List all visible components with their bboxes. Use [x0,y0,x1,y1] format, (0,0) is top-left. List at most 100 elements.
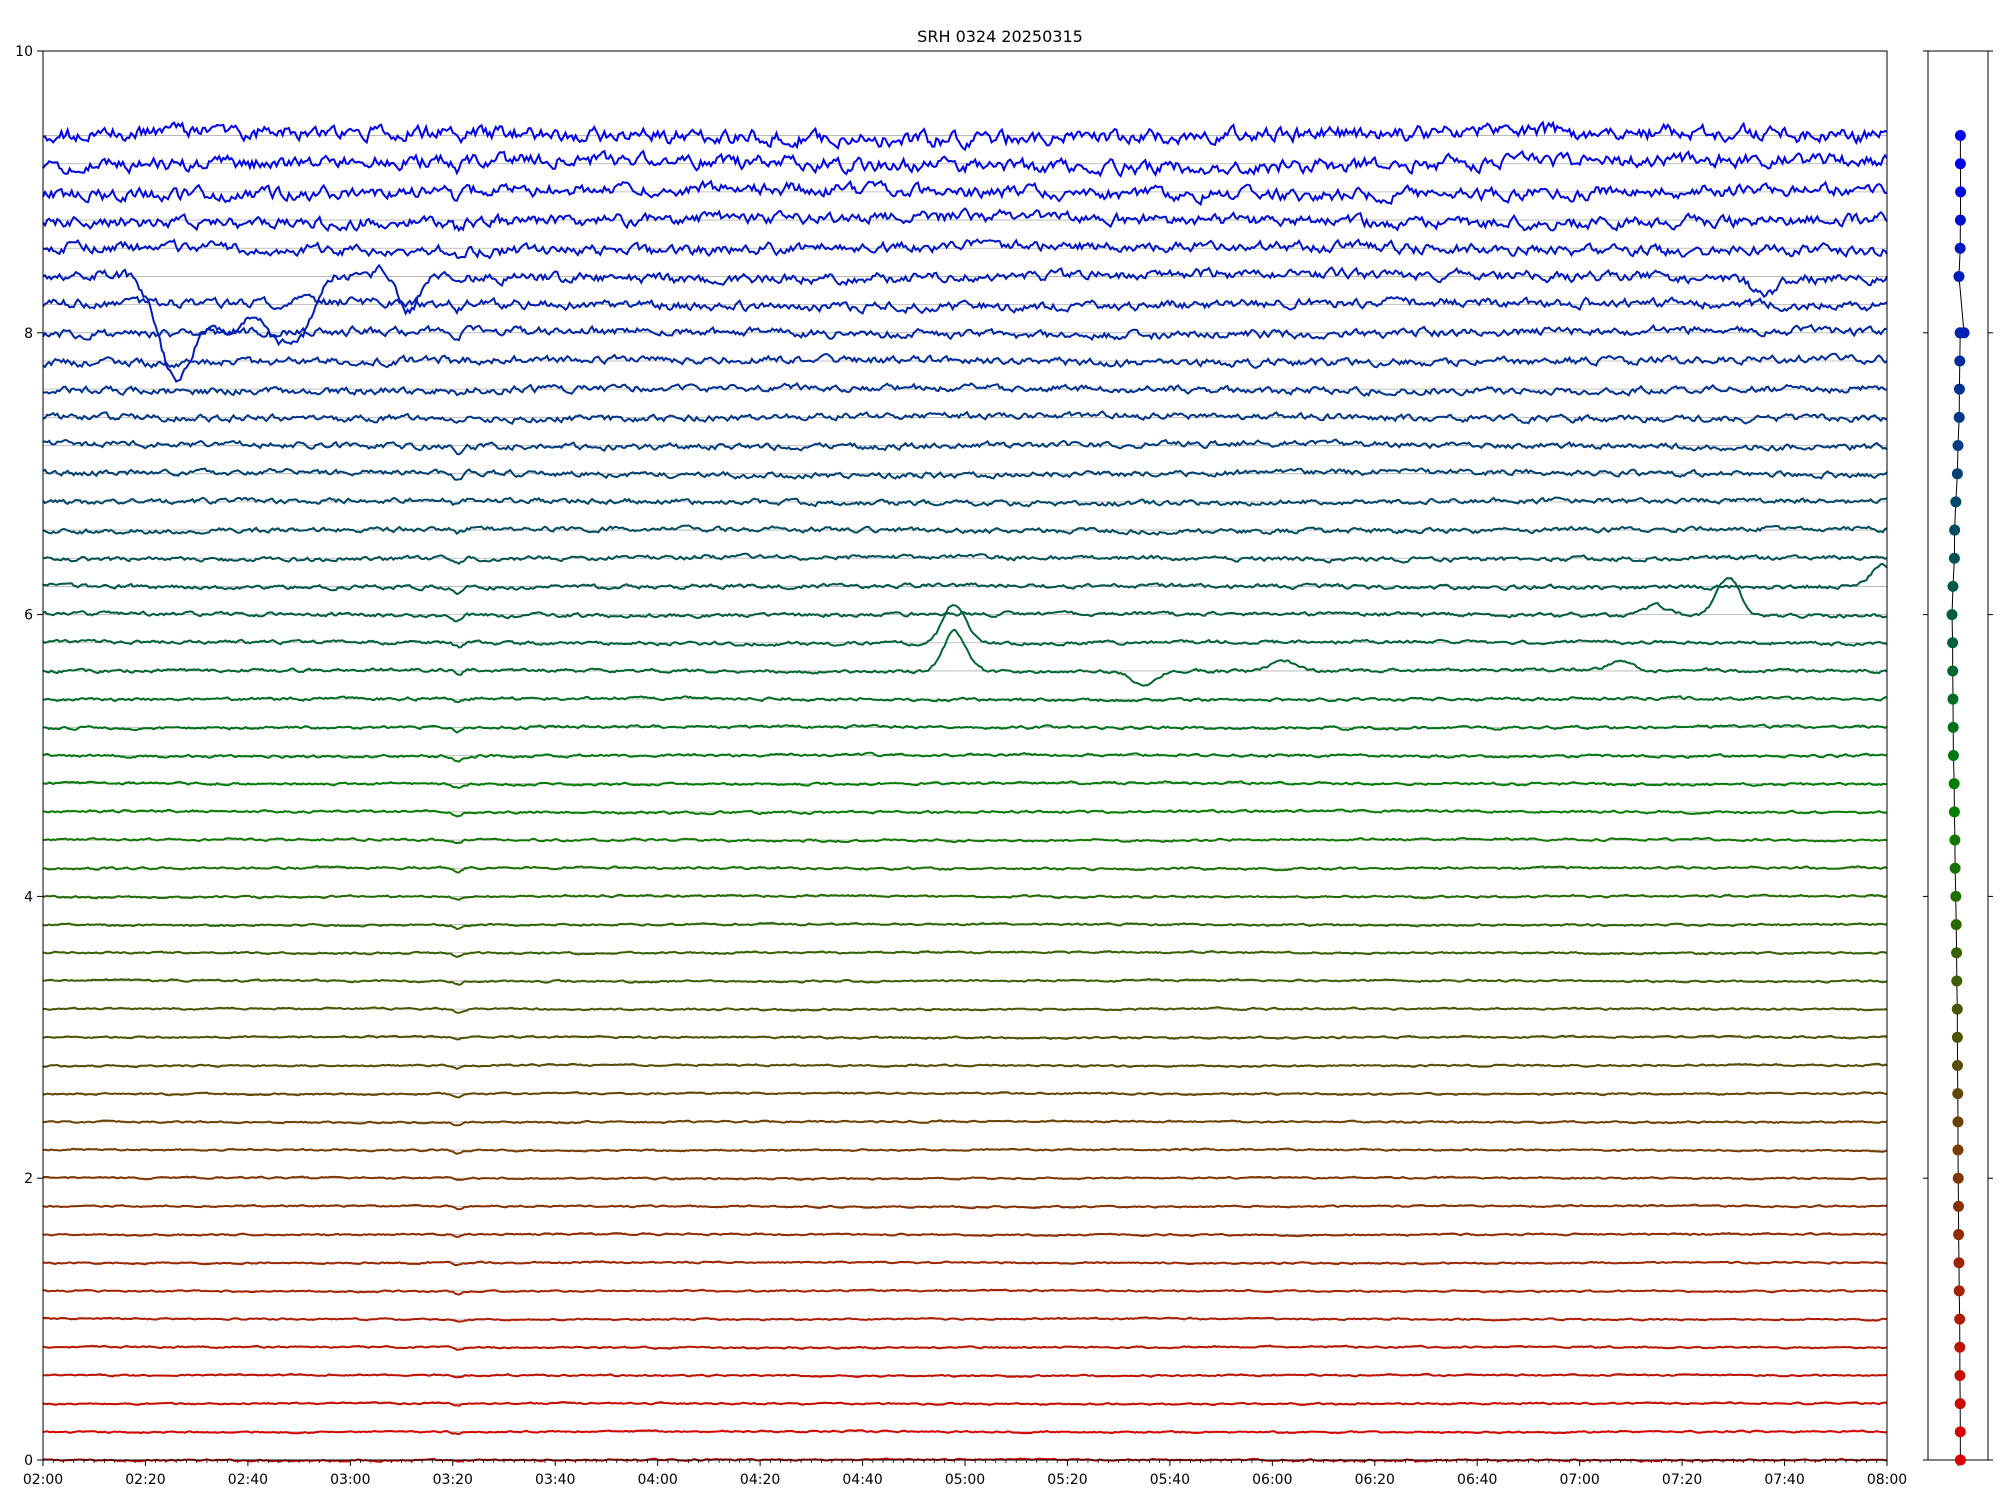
channel-trace [42,410,1888,426]
side-point [1953,270,1965,282]
x-tick-label: 04:40 [842,1472,882,1488]
y-tick-label: 8 [24,326,33,342]
side-point [1954,1398,1966,1410]
side-point [1948,778,1960,790]
side-point [1948,552,1960,564]
side-point [1951,975,1963,987]
side-point [1949,524,1961,536]
x-tick-label: 02:00 [23,1472,63,1488]
side-point [1958,327,1970,339]
channel-trace [43,1401,1888,1407]
side-point [1954,214,1966,226]
channel-trace [42,950,1888,959]
channel-trace [42,381,1888,397]
channel-trace [42,921,1888,931]
channel-trace [42,238,1888,260]
y-tick-label: 10 [15,44,33,60]
y-tick-label: 2 [24,1171,33,1187]
side-point [1947,693,1959,705]
side-point [1949,862,1961,874]
side-point [1954,355,1966,367]
channel-trace [42,263,1888,383]
y-axis-ticks: 0 2 4 6 8 10 [15,44,43,1469]
channel-trace [42,552,1888,565]
side-point [1951,468,1963,480]
channel-trace [42,808,1888,818]
channel-trace [42,149,1888,178]
channel-trace [42,723,1888,734]
channel-trace [42,1034,1888,1041]
x-tick-label: 06:40 [1457,1472,1497,1488]
channel-trace [42,467,1888,481]
x-tick-label: 05:00 [945,1472,985,1488]
x-tick-label: 04:20 [740,1472,780,1488]
x-tick-label: 03:40 [535,1472,575,1488]
side-point [1947,637,1959,649]
channel-trace [42,323,1888,342]
channel-trace [42,438,1888,456]
side-point [1953,383,1965,395]
channel-trace [42,496,1888,508]
channel-trace [42,1316,1888,1323]
x-tick-label: 02:20 [125,1472,165,1488]
side-point [1947,580,1959,592]
y-tick-label: 4 [24,889,33,905]
channel-trace [42,1119,1888,1127]
side-point [1952,1116,1964,1128]
channel-trace [42,1006,1888,1014]
side-point [1948,806,1960,818]
side-point [1950,890,1962,902]
side-point [1950,496,1962,508]
x-tick-label: 07:00 [1559,1472,1599,1488]
channel-trace [42,1429,1888,1436]
side-point [1954,1313,1966,1325]
channel-trace [42,604,1888,649]
channel-trace [43,1091,1888,1099]
side-point [1952,1172,1964,1184]
channel-trace [42,352,1888,370]
side-points [1946,130,1970,1466]
channel-trace [42,120,1888,152]
side-point [1952,1144,1964,1156]
channel-trace [42,1372,1888,1379]
channel-trace [42,1344,1888,1351]
side-point [1954,158,1966,170]
side-point [1952,1059,1964,1071]
channel-trace [42,780,1887,790]
x-tick-label: 06:00 [1252,1472,1292,1488]
channel-trace [42,524,1888,536]
side-point [1954,1454,1966,1466]
channel-trace [42,1288,1888,1296]
channel-trace [42,628,1888,687]
x-tick-label: 05:40 [1150,1472,1190,1488]
side-point [1953,1257,1965,1269]
side-point [1954,130,1966,142]
x-axis-ticks: 02:00 02:20 02:40 03:00 03:20 03:40 04:00 04:20… [23,1460,1907,1488]
side-point [1953,411,1965,423]
x-tick-label: 05:20 [1047,1472,1087,1488]
y-tick-label: 0 [24,1453,33,1469]
x-tick-label: 07:40 [1764,1472,1804,1488]
side-point [1952,1088,1964,1100]
channel-trace [42,977,1888,986]
channel-trace [42,1260,1887,1266]
channel-trace [42,751,1888,763]
side-point [1947,721,1959,733]
channel-trace [42,207,1888,233]
side-point [1955,186,1967,198]
side-point [1947,665,1959,677]
side-point [1949,834,1961,846]
side-point [1952,1200,1964,1212]
side-point [1954,1341,1966,1353]
side-point [1952,440,1964,452]
x-tick-label: 08:00 [1867,1472,1907,1488]
side-point [1953,1229,1965,1241]
side-point [1951,1003,1963,1015]
channel-trace [42,836,1888,845]
channel-traces [42,120,1888,1463]
x-tick-label: 07:20 [1662,1472,1702,1488]
x-tick-label: 02:40 [228,1472,268,1488]
side-point [1950,919,1962,931]
